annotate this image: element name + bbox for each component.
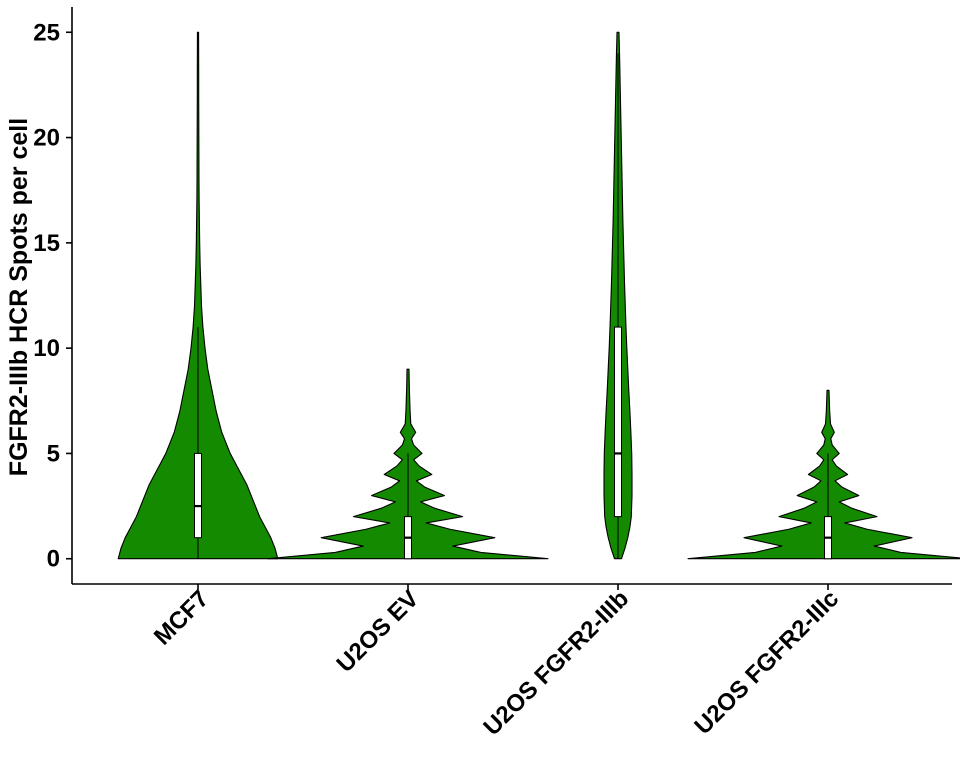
y-tick-label: 20 xyxy=(33,125,60,152)
box-iqr xyxy=(615,327,622,517)
x-axis-ticks: MCF7 U2OS EV U2OS FGFR2-IIIb U2OS FGFR2-III… xyxy=(149,584,844,741)
x-tick-label: U2OS FGFR2-IIIc xyxy=(689,585,844,740)
y-tick-label: 5 xyxy=(47,440,60,467)
y-tick-label: 15 xyxy=(33,230,60,257)
y-axis-ticks: 0 5 10 15 20 25 xyxy=(33,19,72,572)
plot-area xyxy=(118,32,960,558)
x-tick-label: U2OS FGFR2-IIIb xyxy=(478,585,634,741)
y-axis-title: FGFR2-IIIb HCR Spots per cell xyxy=(5,118,33,476)
x-tick-label: MCF7 xyxy=(149,585,214,650)
y-tick-label: 25 xyxy=(33,19,60,46)
y-tick-label: 0 xyxy=(47,546,60,573)
y-tick-label: 10 xyxy=(33,335,60,362)
x-tick-label: U2OS EV xyxy=(332,585,425,678)
box-iqr xyxy=(195,453,202,537)
